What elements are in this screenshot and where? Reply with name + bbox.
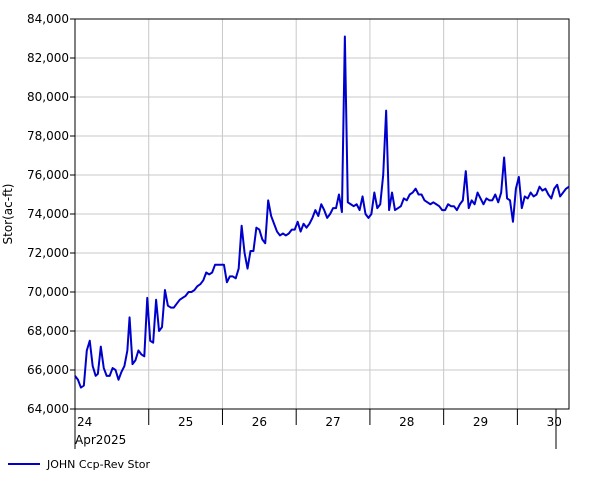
y-tick-label: 80,000: [27, 90, 69, 104]
y-tick-label: 68,000: [27, 324, 69, 338]
y-tick-label: 72,000: [27, 246, 69, 260]
x-tick-label: 27: [325, 415, 340, 429]
y-axis: 64,000 66,000 68,000 70,000 72,000 74,000 76,0…: [27, 12, 75, 416]
y-tick-label: 64,000: [27, 402, 69, 416]
x-axis: 24 25 26 27 28 29 30: [74, 409, 562, 449]
x-axis-month-label: Apr2025: [75, 433, 126, 447]
y-tick-label: 66,000: [27, 363, 69, 377]
series-line: [74, 35, 570, 389]
y-tick-label: 76,000: [27, 168, 69, 182]
legend: JOHN Ccp-Rev Stor: [8, 458, 151, 471]
y-tick-label: 84,000: [27, 12, 69, 26]
x-tick-label: 25: [178, 415, 193, 429]
y-axis-title: Stor(ac-ft): [1, 184, 15, 245]
x-tick-label: 24: [77, 415, 92, 429]
x-tick-label: 29: [473, 415, 488, 429]
y-tick-label: 74,000: [27, 207, 69, 221]
x-tick-label: 28: [399, 415, 414, 429]
legend-label: JOHN Ccp-Rev Stor: [46, 458, 151, 471]
y-tick-label: 82,000: [27, 51, 69, 65]
y-tick-label: 78,000: [27, 129, 69, 143]
x-tick-label: 26: [252, 415, 267, 429]
y-tick-label: 70,000: [27, 285, 69, 299]
x-tick-label: 30: [547, 415, 562, 429]
grid-lines: [75, 18, 569, 410]
series-layer: [74, 35, 570, 389]
